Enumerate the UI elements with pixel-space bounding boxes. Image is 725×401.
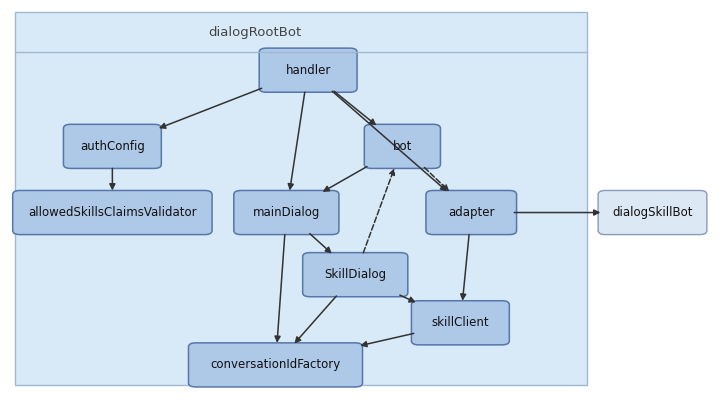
FancyBboxPatch shape: [64, 124, 162, 168]
FancyBboxPatch shape: [412, 301, 509, 345]
Text: dialogRootBot: dialogRootBot: [208, 26, 302, 38]
FancyBboxPatch shape: [14, 12, 587, 385]
Text: SkillDialog: SkillDialog: [324, 268, 386, 281]
Text: handler: handler: [286, 64, 331, 77]
FancyBboxPatch shape: [233, 190, 339, 235]
FancyBboxPatch shape: [303, 253, 407, 297]
Text: skillClient: skillClient: [431, 316, 489, 329]
FancyBboxPatch shape: [12, 190, 212, 235]
Text: adapter: adapter: [448, 206, 494, 219]
FancyBboxPatch shape: [365, 124, 441, 168]
FancyBboxPatch shape: [426, 190, 516, 235]
Text: mainDialog: mainDialog: [253, 206, 320, 219]
Text: bot: bot: [393, 140, 412, 153]
Text: authConfig: authConfig: [80, 140, 145, 153]
Text: dialogSkillBot: dialogSkillBot: [612, 206, 693, 219]
Text: allowedSkillsClaimsValidator: allowedSkillsClaimsValidator: [28, 206, 196, 219]
FancyBboxPatch shape: [188, 343, 362, 387]
FancyBboxPatch shape: [598, 190, 707, 235]
FancyBboxPatch shape: [260, 48, 357, 92]
Text: conversationIdFactory: conversationIdFactory: [210, 358, 341, 371]
